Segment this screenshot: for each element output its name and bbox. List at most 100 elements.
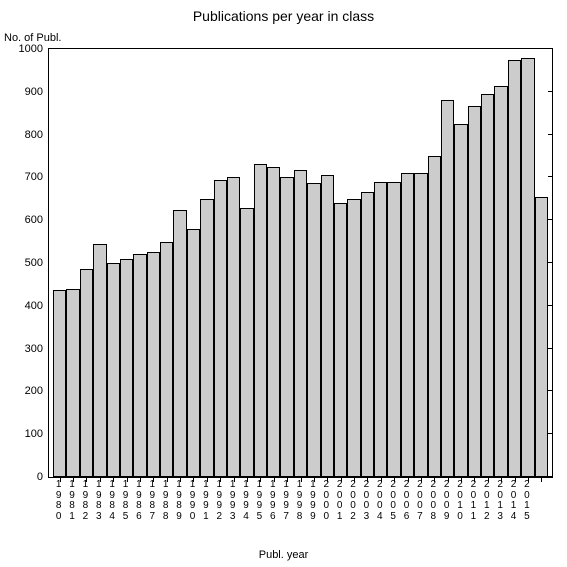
x-tick-label: 2009 [440,480,453,522]
bar [414,173,427,477]
x-tick-label: 2012 [480,480,493,522]
x-tick-label: 1984 [106,480,119,522]
x-tick-label: 1995 [253,480,266,522]
bar [428,156,441,477]
bar [200,199,213,477]
x-tick-label: 2004 [373,480,386,522]
bar [441,100,454,477]
x-tick-label: 1994 [239,480,252,522]
bar [347,199,360,477]
x-tick-label: 1980 [52,480,65,522]
x-tick-label: 1987 [146,480,159,522]
x-tick-label: 1983 [92,480,105,522]
y-tick-label: 900 [25,86,49,98]
bar [361,192,374,477]
y-tick-label: 100 [25,428,49,440]
bar [120,259,133,477]
plot-area: 01002003004005006007008009001000 [48,48,553,478]
x-tick-label: 2002 [346,480,359,522]
bar [280,177,293,477]
bar [173,210,186,478]
x-tick-label: 2005 [386,480,399,522]
bar [80,269,93,477]
bar [494,86,507,477]
y-tick-label: 200 [25,385,49,397]
x-tick-label: 1997 [279,480,292,522]
x-tick-label: 1998 [293,480,306,522]
bar [535,197,548,477]
y-tick-mark [548,476,553,477]
x-tick-label: 1985 [119,480,132,522]
bar [53,290,66,477]
y-tick-mark [548,48,553,49]
x-tick-label: 2010 [453,480,466,522]
x-axis-label: Publ. year [0,549,567,561]
x-tick-mark [541,477,542,482]
x-tick-label: 2008 [427,480,440,522]
y-tick-label: 300 [25,343,49,355]
bar [267,167,280,477]
x-tick-label: 2013 [493,480,506,522]
x-tick-label: 1992 [213,480,226,522]
x-tick-label: 2000 [320,480,333,522]
x-tick-label: 2006 [400,480,413,522]
bar [133,254,146,477]
bar [321,175,334,477]
y-tick-label: 800 [25,129,49,141]
x-tick-label: 1981 [65,480,78,522]
bar [481,94,494,477]
y-tick-label: 500 [25,257,49,269]
y-tick-mark [548,433,553,434]
x-tick-label: 1996 [266,480,279,522]
y-tick-mark [548,134,553,135]
y-tick-label: 1000 [19,43,49,55]
y-tick-mark [548,390,553,391]
x-tick-label: 2011 [467,480,480,522]
chart-title: Publications per year in class [0,8,567,24]
bar [147,252,160,477]
y-tick-mark [548,262,553,263]
x-tick-label: 2007 [413,480,426,522]
bar [254,164,267,477]
bar [214,180,227,477]
bar [93,244,106,477]
bar [294,170,307,477]
y-tick-label: 700 [25,171,49,183]
x-tick-label: 1990 [186,480,199,522]
bar [387,182,400,477]
bars-group [49,49,552,477]
x-tick-label: 2015 [520,480,533,522]
bar [227,177,240,477]
bar [468,106,481,478]
bar [508,60,521,477]
bar [160,242,173,477]
x-tick-label: 1991 [199,480,212,522]
bar [374,182,387,477]
bar [66,289,79,477]
y-tick-mark [548,219,553,220]
y-tick-label: 400 [25,300,49,312]
x-tick-label: 2003 [360,480,373,522]
bar [187,229,200,477]
y-tick-mark [548,91,553,92]
y-tick-mark [548,305,553,306]
x-tick-label: 1982 [79,480,92,522]
x-tick-label: 1999 [306,480,319,522]
x-tick-label: 1993 [226,480,239,522]
y-tick-label: 600 [25,214,49,226]
bar [240,208,253,477]
bar [307,183,320,477]
y-tick-label: 0 [37,471,49,483]
y-tick-mark [548,348,553,349]
x-tick-label: 2001 [333,480,346,522]
x-tick-label: 1986 [132,480,145,522]
x-tick-label: 1988 [159,480,172,522]
y-tick-mark [548,176,553,177]
bar [401,173,414,477]
bar [107,263,120,477]
bar [334,203,347,477]
chart-container: Publications per year in class No. of Pu… [0,0,567,567]
x-tick-label: 1989 [172,480,185,522]
x-tick-label: 2014 [507,480,520,522]
bar [454,124,467,477]
